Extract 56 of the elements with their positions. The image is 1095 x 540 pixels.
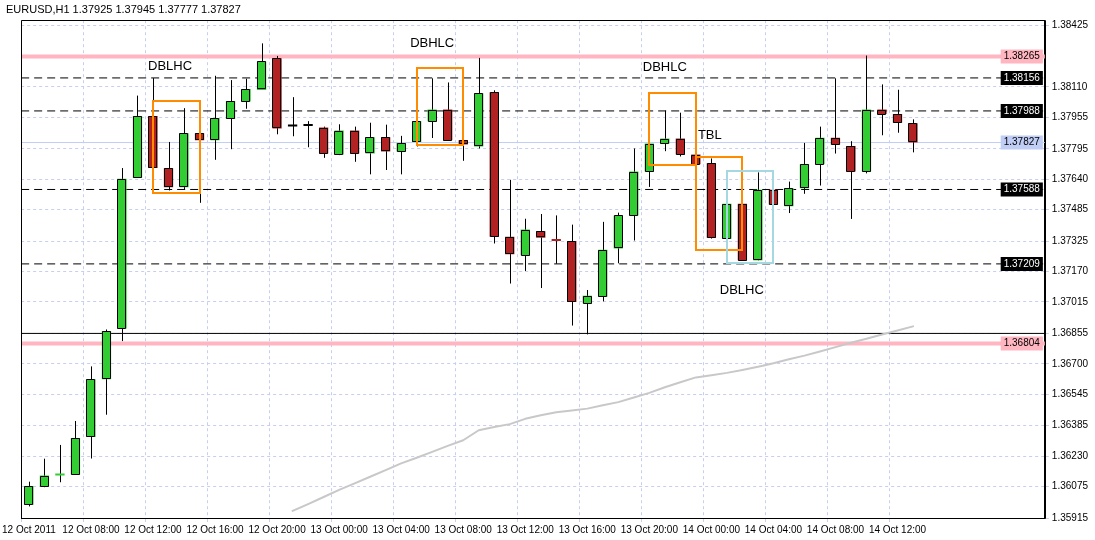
y-tick-label: 1.36700 [1051,357,1089,369]
annotation: DBLHC [148,57,193,73]
x-tick-label: 12 Oct 16:00 [186,523,245,535]
y-tick-label: 1.37640 [1051,173,1089,185]
x-tick-label: 13 Oct 20:00 [620,523,679,535]
y-tick-label: 1.38110 [1051,80,1088,92]
x-tick-label: 14 Oct 00:00 [682,523,741,535]
candlestick [396,135,406,175]
annotation: DBHLC [410,34,455,50]
ref-line-label: 1.37209 [1003,257,1041,269]
candlestick [39,458,50,488]
candlestick [675,112,686,157]
x-tick-label: 14 Oct 04:00 [744,523,803,535]
candlestick [877,83,887,136]
y-tick-label: 1.38425 [1051,18,1089,30]
annotation: DBHLC [642,59,687,75]
x-tick-label: 12 Oct 2011 [2,523,57,535]
y-tick-label: 1.37015 [1051,295,1089,307]
y-tick-label: 1.37325 [1051,234,1089,246]
x-tick-label: 13 Oct 08:00 [434,523,493,535]
candlestick [334,123,344,156]
candlestick [381,124,391,171]
ref-line-label: 1.37988 [1003,104,1041,116]
ref-line-label: 1.38156 [1003,71,1041,83]
ref-line-label: 1.37827 [1003,136,1041,148]
x-tick-label: 13 Oct 00:00 [310,523,369,535]
y-tick-label: 1.36385 [1051,419,1089,431]
annotation: TBL [697,127,722,143]
x-tick-label: 12 Oct 12:00 [124,523,183,535]
y-tick-label: 1.36855 [1051,327,1089,339]
ref-line-label: 1.38265 [1003,50,1041,62]
x-tick-label: 12 Oct 08:00 [62,523,121,535]
ref-line-label: 1.36804 [1003,337,1041,349]
candlestick [55,444,65,483]
x-tick-label: 14 Oct 08:00 [806,523,865,535]
y-tick-label: 1.36230 [1051,449,1089,461]
candlestick [349,126,360,163]
y-tick-label: 1.37485 [1051,203,1089,215]
x-tick-label: 12 Oct 20:00 [248,523,307,535]
y-tick-label: 1.36075 [1051,480,1089,492]
candlestick [24,481,34,507]
x-tick-label: 13 Oct 04:00 [372,523,431,535]
chart-title: EURUSD,H1 1.37925 1.37945 1.37777 1.37827 [6,2,241,15]
candlestick [303,120,313,148]
x-tick-label: 13 Oct 12:00 [496,523,555,535]
ref-line-label: 1.37588 [1003,183,1041,195]
annotation: DBLHC [719,282,764,298]
y-tick-label: 1.36545 [1051,388,1089,400]
y-tick-label: 1.37955 [1051,111,1089,123]
candlestick [365,122,375,175]
y-tick-label: 1.35915 [1051,511,1089,523]
y-tick-label: 1.37795 [1051,142,1089,154]
x-tick-label: 14 Oct 12:00 [868,523,927,535]
candlestick [908,118,918,153]
y-tick-label: 1.37170 [1051,265,1089,277]
x-tick-label: 13 Oct 16:00 [558,523,617,535]
